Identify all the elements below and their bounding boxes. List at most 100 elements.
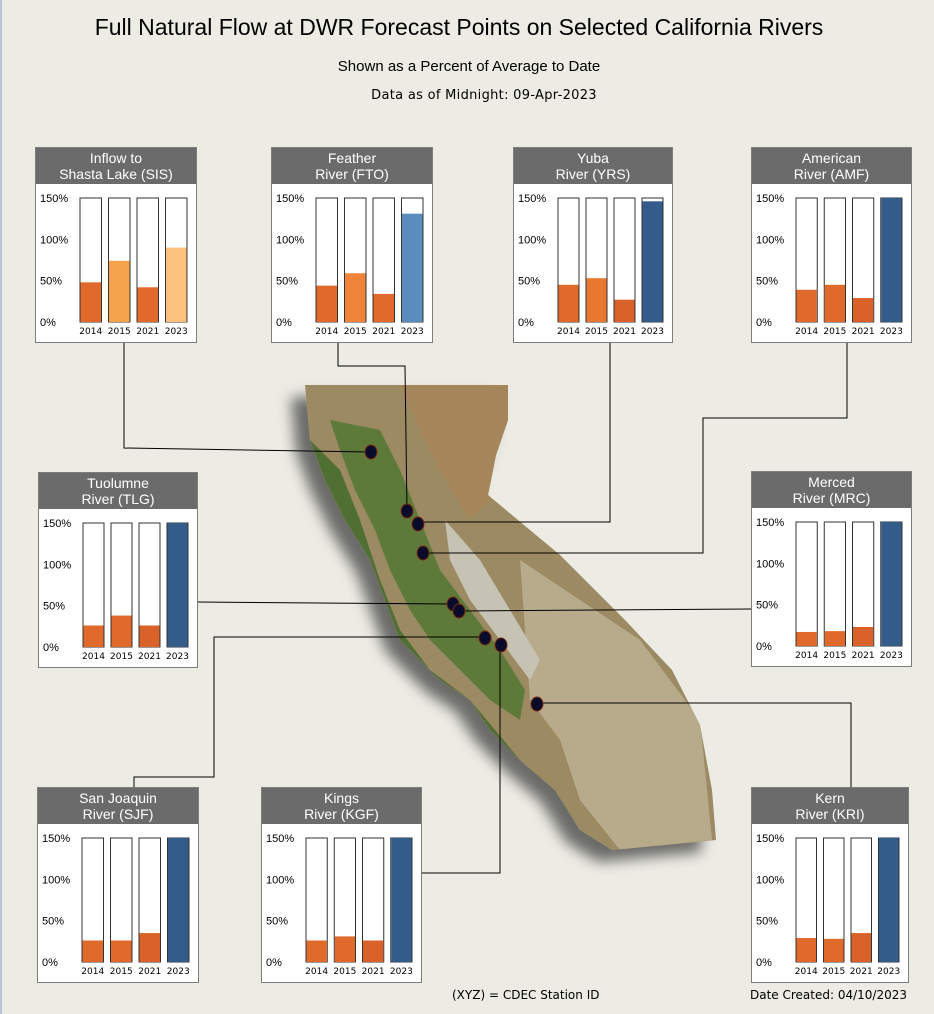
x-tick-label: 2021 (852, 327, 875, 337)
y-tick-label: 100% (756, 234, 784, 246)
x-tick-label: 2021 (372, 327, 395, 337)
y-tick-label: 100% (276, 234, 304, 246)
bar-2023 (402, 213, 423, 322)
bar-2021 (137, 287, 158, 322)
x-tick-label: 2014 (795, 967, 818, 977)
y-tick-label: 50% (43, 601, 65, 613)
bar-2015 (111, 940, 132, 962)
bar-2023 (881, 198, 902, 322)
chart-panel-fto: Feather River (FTO) 150% 100% 50% 0% 2014 201… (271, 147, 433, 343)
page-title: Full Natural Flow at DWR Forecast Points… (94, 14, 824, 40)
bar-2021 (139, 625, 160, 647)
panel-title-line2: River (TLG) (81, 491, 155, 507)
x-tick-label: 2014 (315, 327, 338, 337)
panel-header: Yuba River (YRS) (514, 148, 672, 184)
x-tick-label: 2023 (167, 967, 190, 977)
panel-title-line1: San Joaquin (79, 790, 157, 806)
bar-2021 (853, 626, 874, 646)
data-as-of: Data as of Midnight: 09-Apr-2023 (371, 88, 597, 103)
x-tick-label: 2015 (110, 652, 133, 662)
x-tick-label: 2023 (877, 967, 900, 977)
bar-2021 (373, 293, 394, 322)
y-tick-label: 50% (518, 276, 540, 288)
bar-chart-kgf: 150% 100% 50% 0% 2014 2015 2021 2023 (266, 833, 413, 977)
y-tick-label: 0% (756, 641, 772, 653)
x-tick-label: 2021 (138, 967, 161, 977)
y-tick-label: 100% (40, 234, 68, 246)
panel-header: Inflow to Shasta Lake (SIS) (36, 148, 196, 184)
bar-chart-amf: 150% 100% 50% 0% 2014 2015 2021 2023 (756, 193, 903, 337)
bar-chart-fto: 150% 100% 50% 0% 2014 2015 2021 2023 (276, 193, 424, 337)
station-id-note: (XYZ) = CDEC Station ID (452, 988, 600, 1002)
bar-2015 (334, 936, 355, 962)
bar-2023 (166, 247, 187, 322)
bar-2021 (363, 940, 384, 962)
chart-panel-kgf: Kings River (KGF) 150% 100% 50% 0% 2014 2015 2… (261, 787, 422, 983)
chart-panel-kri: Kern River (KRI) 150% 100% 50% 0% 2014 2015 20… (751, 787, 909, 983)
panel-title-line2: River (KGF) (304, 806, 379, 822)
window-edge (0, 0, 2, 1014)
bar-2023 (879, 838, 899, 962)
y-tick-label: 150% (42, 833, 70, 845)
bar-frame (795, 521, 818, 647)
x-tick-label: 2023 (880, 327, 903, 337)
bar-2014 (796, 631, 817, 646)
y-tick-label: 150% (276, 193, 304, 205)
bar-2014 (82, 940, 103, 962)
y-tick-label: 150% (43, 518, 71, 530)
panel-header: Tuolumne River (TLG) (39, 473, 197, 509)
bar-2021 (614, 299, 635, 322)
bar-chart-sis: 150% 100% 50% 0% 2014 2015 2021 2023 (40, 193, 188, 337)
x-tick-label: 2015 (333, 967, 356, 977)
panel-title-line1: Tuolumne (87, 475, 149, 491)
panel-header: Kings River (KGF) (262, 788, 421, 824)
bar-2021 (851, 933, 871, 962)
bar-chart-kri: 150% 100% 50% 0% 2014 2015 2021 2023 (756, 833, 900, 977)
x-tick-label: 2015 (344, 327, 367, 337)
y-tick-label: 150% (756, 517, 784, 529)
panel-title-line1: Kern (815, 790, 845, 806)
x-tick-label: 2015 (822, 967, 845, 977)
bar-2014 (306, 940, 327, 962)
bar-2015 (109, 260, 130, 322)
x-tick-label: 2021 (852, 651, 875, 661)
chart-panel-amf: American River (AMF) 150% 100% 50% 0% 2014 20… (751, 147, 912, 343)
bar-2023 (168, 838, 189, 962)
bar-2014 (83, 625, 104, 647)
x-tick-label: 2021 (613, 327, 636, 337)
chart-panel-sjf: San Joaquin River (SJF) 150% 100% 50% 0% 201… (37, 787, 199, 983)
bar-2023 (391, 838, 412, 962)
panel-title-line2: River (AMF) (793, 166, 870, 182)
y-tick-label: 50% (756, 600, 778, 612)
y-tick-label: 150% (756, 193, 784, 205)
chart-panel-sis: Inflow to Shasta Lake (SIS) 150% 100% 50% 0… (35, 147, 197, 343)
panel-header: American River (AMF) (752, 148, 911, 184)
y-tick-label: 150% (266, 833, 294, 845)
y-tick-label: 50% (756, 276, 778, 288)
y-tick-label: 50% (266, 916, 288, 928)
bar-2015 (345, 273, 366, 322)
bar-chart-sjf: 150% 100% 50% 0% 2014 2015 2021 2023 (42, 833, 190, 977)
y-tick-label: 50% (756, 916, 778, 928)
y-tick-label: 50% (42, 916, 64, 928)
bar-2015 (586, 278, 607, 322)
page-subtitle: Shown as a Percent of Average to Date (337, 58, 601, 75)
bar-2023 (642, 201, 663, 322)
y-tick-label: 0% (42, 957, 58, 969)
panel-header: San Joaquin River (SJF) (38, 788, 198, 824)
y-tick-label: 0% (756, 957, 772, 969)
panel-title-line1: American (801, 150, 862, 166)
x-tick-label: 2023 (401, 327, 424, 337)
bar-2015 (824, 631, 845, 646)
y-tick-label: 150% (518, 193, 546, 205)
x-tick-label: 2023 (166, 652, 189, 662)
y-tick-label: 0% (756, 317, 772, 329)
bar-2014 (80, 282, 101, 322)
bar-2014 (796, 289, 817, 322)
x-tick-label: 2014 (81, 967, 104, 977)
chart-panel-tlg: Tuolumne River (TLG) 150% 100% 50% 0% 2014 20… (38, 472, 198, 668)
x-tick-label: 2014 (795, 327, 818, 337)
x-tick-label: 2015 (110, 967, 133, 977)
date-created: Date Created: 04/10/2023 (750, 988, 908, 1002)
y-tick-label: 150% (40, 193, 68, 205)
